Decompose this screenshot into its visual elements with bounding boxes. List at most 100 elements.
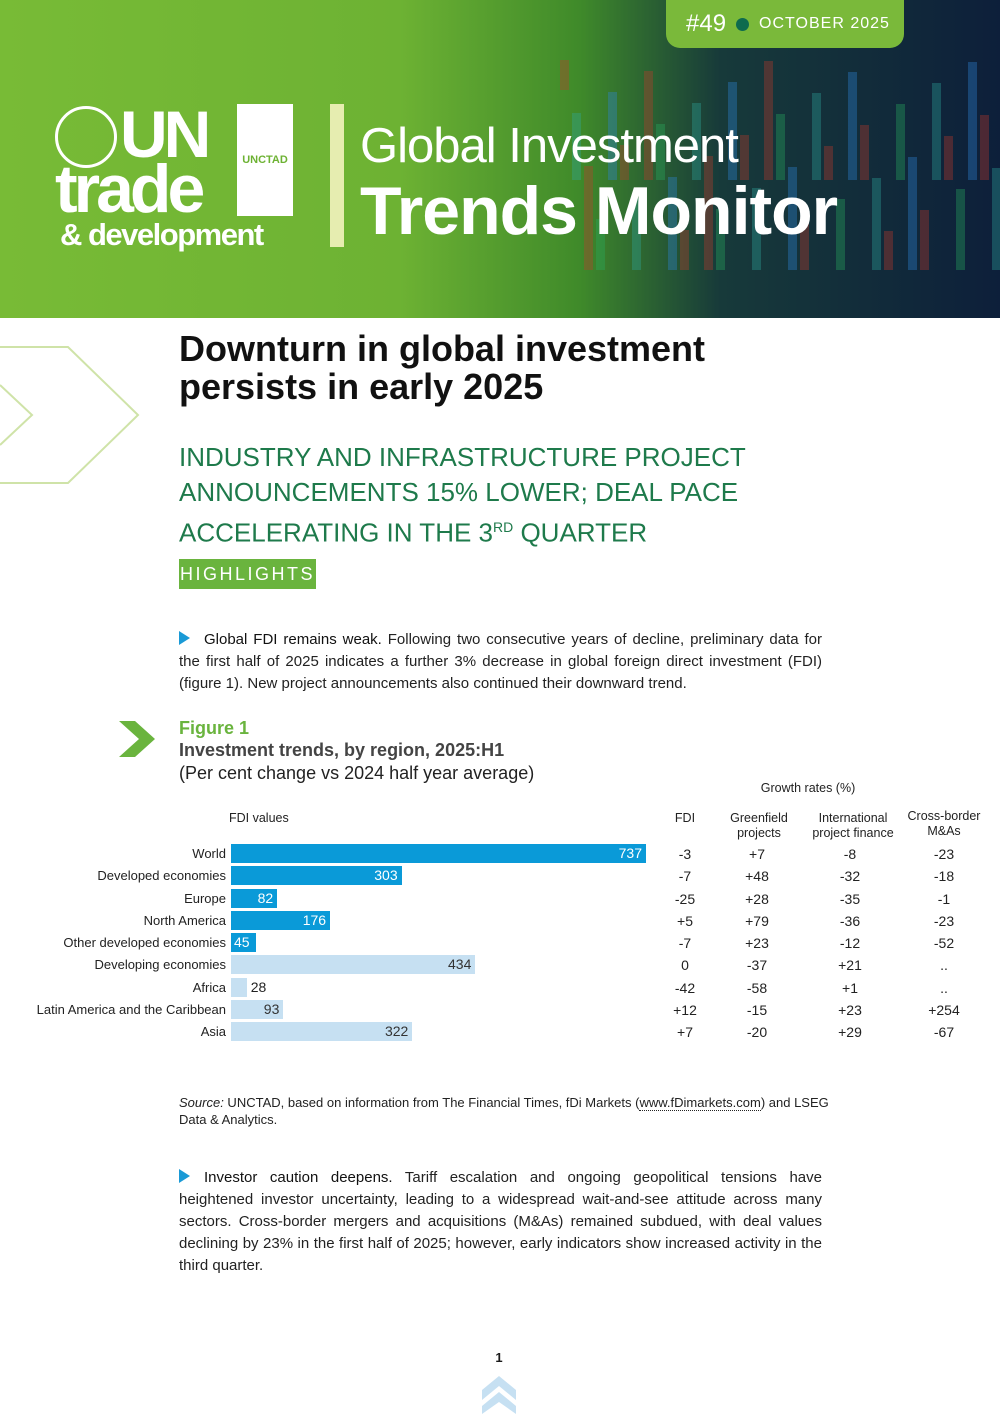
- fdi-bar: [231, 844, 646, 863]
- candlestick-mark: [668, 177, 677, 270]
- triangle-bullet-icon: [179, 1169, 190, 1183]
- col-header-greenfield: Greenfield projects: [730, 811, 788, 840]
- row-label: Asia: [200, 1024, 226, 1039]
- figure-subtitle: (Per cent change vs 2024 half year avera…: [179, 763, 535, 783]
- candlestick-mark: [968, 62, 977, 180]
- candlestick-mark: [572, 113, 581, 180]
- growth-rate-cell: -25: [674, 890, 696, 907]
- source-note: Source: UNCTAD, based on information fro…: [179, 1095, 829, 1127]
- fdi-bar: [231, 910, 331, 930]
- fdi-bar: [231, 999, 284, 1019]
- bar-value-label: 45: [234, 934, 250, 950]
- publication-title-line2: Trends Monitor: [360, 173, 838, 249]
- growth-rate-cell: +254: [928, 1001, 960, 1018]
- headline: Downturn in global investment persists i…: [179, 328, 706, 407]
- growth-rate-cell: 0: [681, 957, 689, 974]
- candlestick-mark: [632, 198, 641, 270]
- growth-rate-cell: +7: [677, 1024, 693, 1040]
- growth-rate-cell: -3: [678, 846, 692, 862]
- candlestick-mark: [560, 60, 569, 90]
- fdi-values-header: FDI values: [229, 811, 289, 825]
- candlestick-mark: [812, 93, 821, 180]
- growth-rate-cell: +23: [838, 1001, 862, 1018]
- growth-rate-cell: +7: [749, 846, 765, 862]
- bar-value-label: 176: [302, 911, 327, 928]
- candlestick-mark: [728, 82, 737, 180]
- candlestick-mark: [680, 230, 689, 270]
- row-label: Africa: [192, 979, 226, 995]
- growth-rate-cell: +12: [673, 1001, 697, 1018]
- candlestick-mark: [980, 115, 989, 180]
- paragraph-global-fdi: Global FDI remains weak. Following two c…: [179, 631, 822, 692]
- growth-rates-header: Growth rates (%): [760, 781, 856, 795]
- candlestick-mark: [776, 114, 785, 180]
- growth-rate-cell: -18: [933, 868, 955, 885]
- candlestick-mark: [764, 61, 773, 180]
- bar-value-label: 434: [448, 956, 472, 973]
- candlestick-mark: [944, 136, 953, 180]
- candlestick-mark: [608, 92, 617, 180]
- growth-rate-cell: -58: [746, 979, 768, 996]
- fdi-bar: [231, 933, 257, 952]
- candlestick-mark: [656, 124, 665, 180]
- bar-value-label: 322: [384, 1023, 409, 1039]
- col-header-cross-border: Cross-border M&As: [907, 809, 981, 838]
- candlestick-mark: [704, 156, 713, 270]
- growth-rate-cell: +21: [838, 957, 862, 974]
- fdi-bar: [231, 866, 402, 886]
- growth-rate-cell: +23: [745, 935, 769, 951]
- bar-value-label: 28: [250, 978, 267, 995]
- candlestick-mark: [824, 146, 833, 180]
- growth-rate-cell: -37: [746, 957, 768, 974]
- candlestick-mark: [584, 166, 593, 270]
- growth-rate-cell: -35: [839, 890, 861, 907]
- chevron-decoration-icon: [0, 346, 140, 484]
- fdi-bar: [231, 955, 476, 975]
- chevron-up-icon: [482, 1376, 516, 1414]
- publication-title-line1: Global Investment: [360, 119, 739, 173]
- figure-label: Figure 1: [179, 718, 250, 738]
- candlestick-mark: [800, 220, 809, 270]
- candlestick-mark: [740, 135, 749, 180]
- subheadline: Industry and infrastructure project anno…: [179, 442, 746, 548]
- logo-development: & development: [60, 217, 264, 252]
- growth-rate-cell: -7: [678, 868, 692, 885]
- growth-rate-cell: -8: [843, 846, 857, 862]
- fdi-bar: [231, 1022, 413, 1041]
- header-divider: [330, 104, 344, 247]
- candlestick-mark: [860, 125, 869, 180]
- bar-value-label: 82: [257, 889, 274, 906]
- issue-number: #49: [686, 10, 727, 37]
- candlestick-mark: [716, 209, 725, 270]
- growth-rate-cell: +28: [745, 890, 769, 907]
- candlestick-mark: [596, 219, 605, 270]
- candlestick-mark: [692, 103, 701, 180]
- triangle-bullet-icon: [179, 631, 190, 645]
- candlestick-mark: [836, 199, 845, 270]
- growth-rate-cell: -7: [678, 935, 692, 951]
- page-number: 1: [495, 1350, 503, 1365]
- growth-rate-cell: -20: [746, 1024, 768, 1040]
- bar-value-label: 93: [263, 1000, 280, 1017]
- row-label: Developing economies: [94, 957, 226, 973]
- bar-value-label: 737: [618, 845, 642, 861]
- figure-chevron-icon: [119, 721, 155, 757]
- growth-rate-cell: -32: [839, 868, 861, 885]
- growth-rate-cell: -42: [674, 979, 696, 996]
- un-emblem-icon: [55, 106, 117, 168]
- candlestick-mark: [908, 157, 917, 270]
- row-label: World: [192, 846, 226, 861]
- growth-rate-cell: -52: [933, 935, 955, 951]
- issue-badge: #49 OCTOBER 2025: [666, 0, 904, 48]
- row-label: Europe: [184, 890, 226, 906]
- fdimarkets-link[interactable]: www.fDimarkets.com: [639, 1095, 761, 1111]
- growth-rate-cell: -23: [933, 912, 955, 929]
- growth-rate-cell: -12: [839, 935, 861, 951]
- growth-rate-cell: ..: [940, 957, 948, 974]
- col-header-fdi: FDI: [674, 811, 696, 825]
- row-label: Other developed economies: [63, 935, 226, 950]
- candlestick-mark: [992, 168, 1000, 270]
- growth-rate-cell: +79: [745, 912, 769, 929]
- candlestick-mark: [644, 71, 653, 180]
- growth-rate-cell: +48: [745, 868, 769, 885]
